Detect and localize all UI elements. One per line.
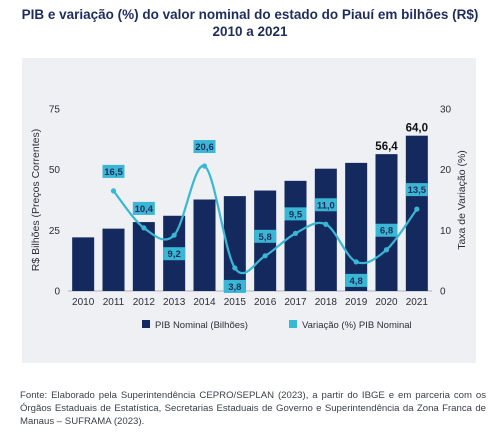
x-tick-label: 2015: [224, 297, 247, 308]
variation-point-2015: [232, 265, 238, 271]
variation-line: [112, 164, 418, 275]
y2-tick-label: 0: [440, 287, 446, 298]
x-tick-label: 2019: [345, 297, 368, 308]
y2-axis-label: Taxa de Variação (%): [456, 150, 468, 250]
bar-pib-2018: [314, 168, 337, 291]
title-line-1: PIB e variação (%) do valor nominal do e…: [21, 7, 479, 22]
chart-title: PIB e variação (%) do valor nominal do e…: [0, 6, 500, 40]
y2-tick-label: 20: [440, 165, 452, 176]
variation-label-box: [132, 201, 155, 215]
variation-data-label: 11,0: [317, 200, 335, 211]
title-line-2: 2010 a 2021: [212, 24, 288, 39]
variation-label-box: [254, 229, 277, 243]
variation-data-label: 10,4: [135, 204, 154, 215]
bar-pib-2015: [223, 196, 246, 291]
x-tick-label: 2012: [133, 297, 156, 308]
source-note: Fonte: Elaborado pela Superintendência C…: [20, 390, 486, 427]
variation-point-2011: [110, 188, 117, 194]
bar-data-label: 56,4: [375, 141, 398, 153]
legend-swatch-variation: [289, 320, 297, 328]
x-tick-label: 2014: [193, 297, 216, 308]
variation-point-2018: [323, 221, 329, 227]
variation-point-2019: [353, 259, 359, 265]
bar-pib-2021: [405, 135, 428, 291]
x-tick-label: 2020: [375, 297, 398, 308]
legend-label-pib: PIB Nominal (Bilhões): [155, 320, 248, 331]
variation-label-box: [345, 273, 368, 287]
bar-pib-2019: [345, 162, 368, 291]
variation-data-label: 4,8: [350, 276, 363, 287]
variation-point-2012: [141, 225, 147, 231]
variation-data-label: 16,5: [104, 167, 123, 178]
bar-pib-2012: [132, 222, 155, 291]
y-tick-label: 75: [49, 105, 61, 116]
legend-swatch-pib: [142, 320, 150, 328]
x-tick-label: 2017: [284, 297, 307, 308]
variation-label-box: [375, 223, 398, 237]
variation-label-box: [284, 207, 307, 221]
x-tick-label: 2016: [254, 297, 277, 308]
variation-point-2017: [292, 230, 299, 236]
variation-point-2013: [171, 232, 177, 238]
y-axis-label: R$ Bilhões (Preços Correntes): [30, 129, 42, 271]
x-tick-label: 2021: [406, 297, 429, 308]
variation-label-box: [314, 198, 337, 212]
x-tick-label: 2018: [315, 297, 338, 308]
variation-point-2016: [262, 253, 268, 259]
y2-tick-label: 30: [440, 105, 452, 116]
variation-label-box: [223, 279, 246, 293]
variation-data-label: 9,5: [289, 209, 303, 220]
variation-data-label: 9,2: [168, 249, 181, 260]
y-tick-label: 50: [49, 165, 61, 176]
variation-data-label: 6,8: [380, 226, 393, 237]
variation-point-2021: [414, 206, 420, 212]
x-tick-label: 2011: [103, 297, 125, 308]
bar-pib-2020: [375, 154, 398, 291]
variation-label-box: [193, 140, 216, 154]
y-tick-label: 25: [49, 226, 61, 237]
y-tick-label: 0: [54, 287, 60, 298]
variation-point-2020: [383, 247, 390, 253]
bar-data-label: 64,0: [406, 123, 428, 135]
x-tick-label: 2013: [163, 297, 186, 308]
variation-data-label: 13,5: [408, 185, 427, 196]
bar-pib-2011: [102, 228, 125, 291]
variation-data-label: 3,8: [228, 282, 241, 293]
variation-label-box: [405, 183, 428, 197]
legend-label-variation: Variação (%) PIB Nominal: [302, 320, 412, 331]
y2-tick-label: 10: [440, 226, 452, 237]
chart-panel: [22, 58, 476, 363]
variation-label-box: [102, 164, 125, 178]
x-tick-label: 2010: [72, 297, 95, 308]
bar-pib-2010: [72, 237, 95, 291]
variation-data-label: 20,6: [195, 142, 214, 153]
bar-pib-2014: [193, 199, 216, 291]
variation-point-2014: [201, 163, 208, 169]
variation-data-label: 5,8: [259, 232, 272, 243]
variation-label-box: [163, 247, 186, 261]
combo-chart: 0 25 50 75 0 10 20 30 R$ Bilhões (Preços Corrent…: [30, 105, 468, 332]
